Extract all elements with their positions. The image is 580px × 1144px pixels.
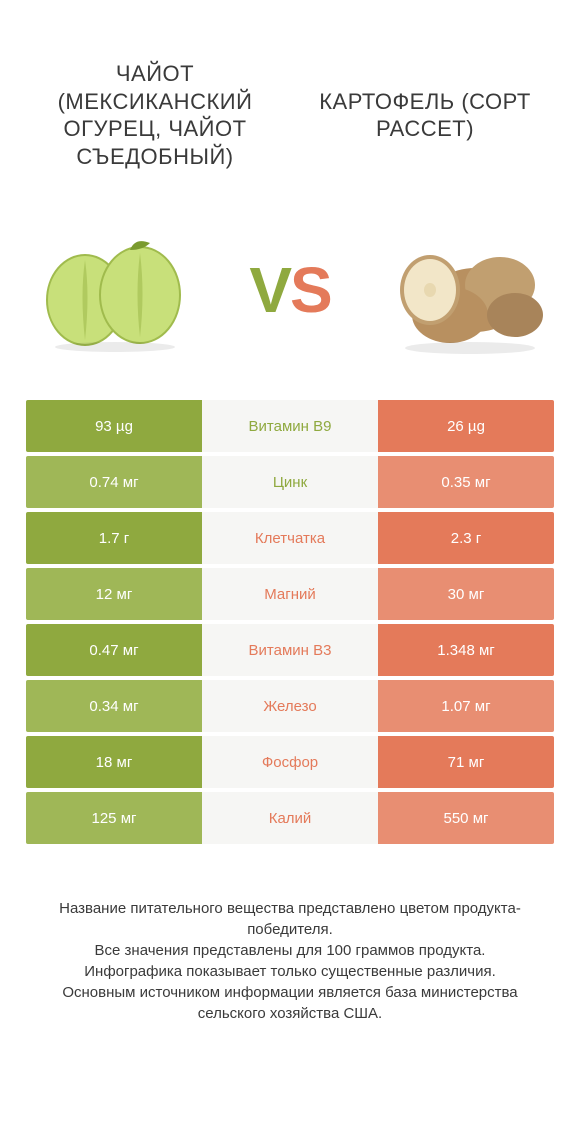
right-value: 1.348 мг [378,624,554,676]
vs-label: VS [249,253,330,327]
vs-letter-v: V [249,254,290,326]
nutrient-name: Цинк [202,456,378,508]
nutrient-name: Железо [202,680,378,732]
table-row: 0.34 мгЖелезо1.07 мг [26,680,554,732]
nutrient-name: Клетчатка [202,512,378,564]
right-product-image [380,215,550,365]
table-row: 12 мгМагний30 мг [26,568,554,620]
right-value: 550 мг [378,792,554,844]
left-value: 125 мг [26,792,202,844]
right-value: 0.35 мг [378,456,554,508]
left-value: 12 мг [26,568,202,620]
table-row: 18 мгФосфор71 мг [26,736,554,788]
left-value: 93 µg [26,400,202,452]
right-product-title: КАРТОФЕЛЬ (СОРТ РАССЕТ) [290,88,560,143]
right-value: 30 мг [378,568,554,620]
nutrient-comparison-table: 93 µgВитамин B926 µg0.74 мгЦинк0.35 мг1.… [0,400,580,844]
table-row: 93 µgВитамин B926 µg [26,400,554,452]
table-row: 125 мгКалий550 мг [26,792,554,844]
footer-line: Все значения представлены для 100 граммо… [30,940,550,961]
nutrient-name: Фосфор [202,736,378,788]
nutrient-name: Калий [202,792,378,844]
product-titles-row: ЧАЙОТ (МЕКСИКАНСКИЙ ОГУРЕЦ, ЧАЙОТ СЪЕДОБ… [0,0,580,200]
table-row: 0.47 мгВитамин B31.348 мг [26,624,554,676]
left-product-title: ЧАЙОТ (МЕКСИКАНСКИЙ ОГУРЕЦ, ЧАЙОТ СЪЕДОБ… [20,60,290,170]
right-value: 26 µg [378,400,554,452]
table-row: 1.7 гКлетчатка2.3 г [26,512,554,564]
left-value: 0.34 мг [26,680,202,732]
right-value: 71 мг [378,736,554,788]
left-value: 18 мг [26,736,202,788]
footer-line: Основным источником информации является … [30,982,550,1024]
nutrient-name: Витамин B3 [202,624,378,676]
footer-notes: Название питательного вещества представл… [0,848,580,1024]
product-images-row: VS [0,200,580,400]
left-value: 0.74 мг [26,456,202,508]
footer-line: Инфографика показывает только существенн… [30,961,550,982]
nutrient-name: Магний [202,568,378,620]
right-value: 1.07 мг [378,680,554,732]
left-product-image [30,215,200,365]
nutrient-name: Витамин B9 [202,400,378,452]
left-value: 1.7 г [26,512,202,564]
footer-line: Название питательного вещества представл… [30,898,550,940]
vs-letter-s: S [290,254,331,326]
table-row: 0.74 мгЦинк0.35 мг [26,456,554,508]
left-value: 0.47 мг [26,624,202,676]
right-value: 2.3 г [378,512,554,564]
